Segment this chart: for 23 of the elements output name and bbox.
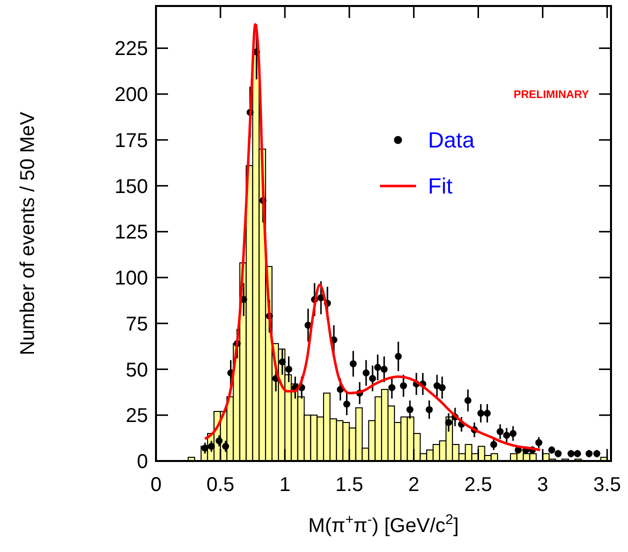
y-tick-label: 200 bbox=[114, 84, 148, 106]
annotation: PRELIMINARY bbox=[514, 89, 590, 101]
x-tick-label: 1.5 bbox=[335, 474, 364, 496]
x-axis-title: M(π$^{+}$π$^{-}$) [GeV/c$^{2}$] bbox=[308, 511, 459, 537]
x-tick-label: 1 bbox=[279, 474, 290, 496]
y-tick-label: 150 bbox=[114, 176, 148, 198]
x-tick-label: 2.5 bbox=[464, 474, 492, 496]
x-tick-label: 0.5 bbox=[206, 474, 234, 496]
x-tick-label: 0 bbox=[150, 474, 162, 496]
y-tick-label: 125 bbox=[114, 222, 148, 244]
y-tick-label: 100 bbox=[114, 268, 148, 290]
y-tick-label: 75 bbox=[126, 313, 148, 336]
x-tick-label: 3 bbox=[537, 474, 548, 496]
y-tick-label: 50 bbox=[126, 359, 148, 382]
y-tick-label: 225 bbox=[114, 38, 148, 60]
y-axis-title: Number of events / 50 MeV bbox=[17, 111, 39, 356]
y-tick-label: 25 bbox=[126, 405, 148, 428]
x-tick-label: 2 bbox=[408, 474, 420, 496]
y-tick-label: 175 bbox=[114, 130, 148, 152]
y-tick-label: 0 bbox=[136, 451, 148, 473]
legend-label: Fit bbox=[428, 174, 452, 199]
legend-label: Data bbox=[428, 128, 476, 153]
x-tick-label: 3.5 bbox=[593, 474, 622, 496]
